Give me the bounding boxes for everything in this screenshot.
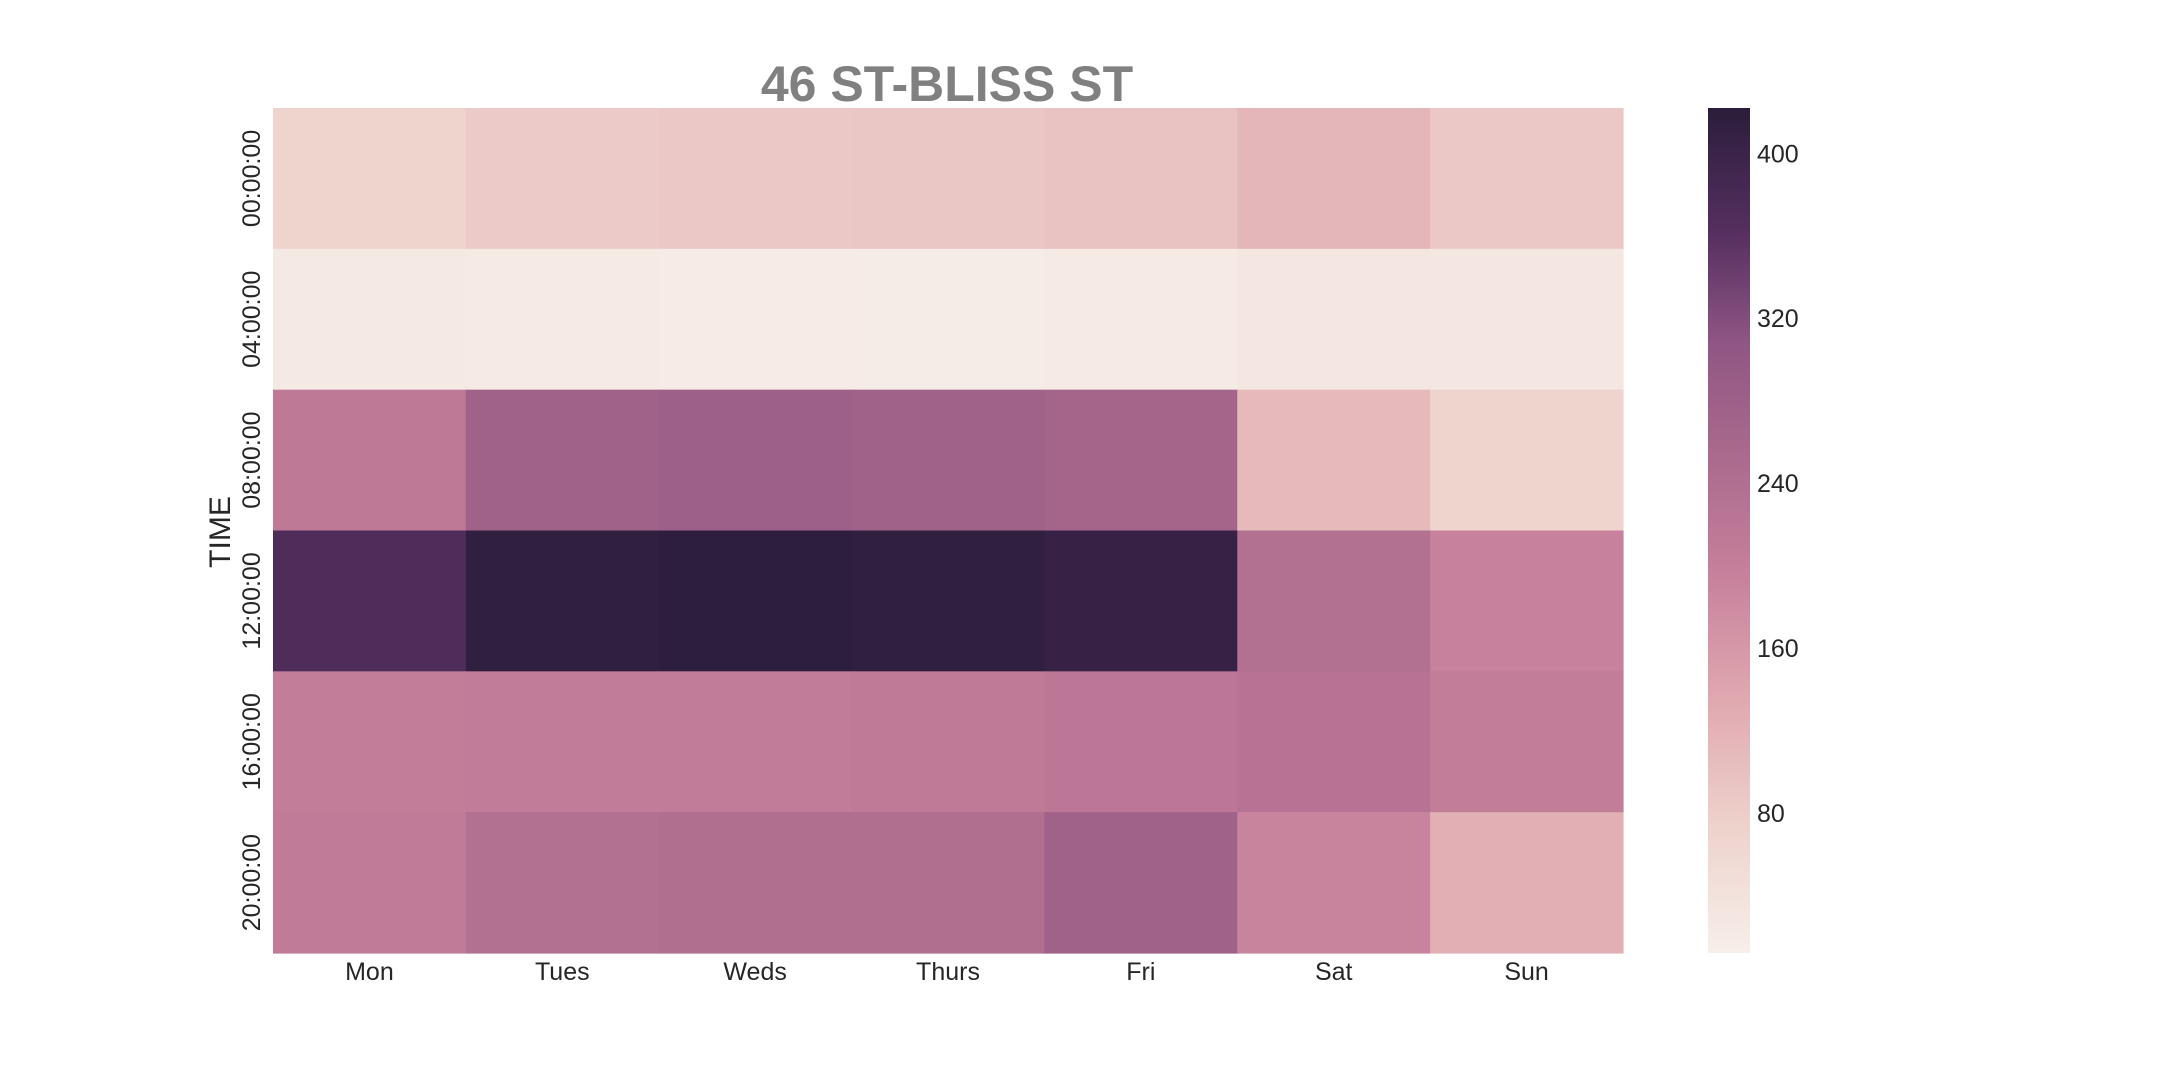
heatmap-cell-00:00:00-Thurs xyxy=(851,108,1046,250)
colorbar-tick-labels: 80 160 240 320 400 xyxy=(1757,140,1799,828)
heatmap-cell-20:00:00-Thurs xyxy=(851,812,1046,954)
colorbar-tick-label: 400 xyxy=(1757,140,1799,168)
heatmap-cell-12:00:00-Mon xyxy=(273,530,467,672)
heatmap-cell-04:00:00-Tues xyxy=(465,248,660,391)
y-tick-label: 04:00:00 xyxy=(238,271,266,368)
heatmap-cell-20:00:00-Sun xyxy=(1430,812,1624,954)
colorbar-tick-label: 240 xyxy=(1757,470,1799,498)
heatmap-cell-12:00:00-Weds xyxy=(658,530,853,672)
x-tick-label: Sat xyxy=(1315,958,1353,986)
heatmap-cell-16:00:00-Tues xyxy=(465,671,660,813)
heatmap-cell-00:00:00-Tues xyxy=(465,108,660,250)
heatmap-cell-08:00:00-Mon xyxy=(273,389,467,532)
heatmap-cell-00:00:00-Fri xyxy=(1044,108,1238,250)
heatmap-cell-08:00:00-Sun xyxy=(1430,389,1624,532)
heatmap-cell-20:00:00-Tues xyxy=(465,812,660,954)
x-tick-label: Fri xyxy=(1126,958,1155,986)
colorbar-tick-label: 160 xyxy=(1757,635,1799,663)
heatmap-cell-00:00:00-Sat xyxy=(1237,108,1431,250)
heatmap-cell-12:00:00-Sat xyxy=(1237,530,1431,672)
colorbar-tick-label: 80 xyxy=(1757,800,1785,828)
heatmap-cell-20:00:00-Mon xyxy=(273,812,467,954)
heatmap-cell-16:00:00-Thurs xyxy=(851,671,1046,813)
y-axis-label: TIME xyxy=(204,496,237,568)
heatmap-cell-00:00:00-Weds xyxy=(658,108,853,250)
heatmap-cell-00:00:00-Mon xyxy=(273,108,467,250)
heatmap-cell-08:00:00-Sat xyxy=(1237,389,1431,532)
heatmap-cell-00:00:00-Sun xyxy=(1430,108,1624,250)
x-tick-label: Mon xyxy=(345,958,394,986)
heatmap-cell-16:00:00-Fri xyxy=(1044,671,1238,813)
heatmap-cell-04:00:00-Fri xyxy=(1044,248,1238,391)
heatmap-cell-12:00:00-Tues xyxy=(465,530,660,672)
y-tick-label: 08:00:00 xyxy=(238,411,266,508)
x-tick-label: Sun xyxy=(1504,958,1548,986)
heatmap-cell-04:00:00-Sun xyxy=(1430,248,1624,391)
heatmap-cell-12:00:00-Sun xyxy=(1430,530,1624,672)
heatmap-cell-20:00:00-Sat xyxy=(1237,812,1431,954)
heatmap-cell-08:00:00-Fri xyxy=(1044,389,1238,532)
x-tick-label: Weds xyxy=(723,958,786,986)
colorbar-tick-label: 320 xyxy=(1757,305,1799,333)
y-tick-label: 16:00:00 xyxy=(238,693,266,790)
chart-title: 46 ST-BLISS ST xyxy=(761,56,1133,112)
y-tick-labels: 00:00:00 04:00:00 08:00:00 12:00:00 16:00:00… xyxy=(238,130,266,931)
y-tick-label: 20:00:00 xyxy=(238,834,266,931)
heatmap-cell-20:00:00-Weds xyxy=(658,812,853,954)
heatmap-cells xyxy=(273,108,1624,954)
heatmap-cell-12:00:00-Thurs xyxy=(851,530,1046,672)
x-tick-label: Tues xyxy=(535,958,590,986)
heatmap-cell-08:00:00-Thurs xyxy=(851,389,1046,532)
heatmap-cell-08:00:00-Weds xyxy=(658,389,853,532)
heatmap-cell-20:00:00-Fri xyxy=(1044,812,1238,954)
heatmap-cell-04:00:00-Thurs xyxy=(851,248,1046,391)
heatmap-cell-04:00:00-Sat xyxy=(1237,248,1431,391)
y-tick-label: 00:00:00 xyxy=(238,130,266,227)
x-tick-label: Thurs xyxy=(916,958,980,986)
heatmap-cell-16:00:00-Sat xyxy=(1237,671,1431,813)
heatmap-cell-12:00:00-Fri xyxy=(1044,530,1238,672)
heatmap-cell-16:00:00-Sun xyxy=(1430,671,1624,813)
heatmap-cell-08:00:00-Tues xyxy=(465,389,660,532)
heatmap-cell-04:00:00-Mon xyxy=(273,248,467,391)
y-tick-label: 12:00:00 xyxy=(238,552,266,649)
colorbar xyxy=(1708,108,1750,953)
x-tick-labels: Mon Tues Weds Thurs Fri Sat Sun xyxy=(345,958,1549,986)
heatmap-cell-04:00:00-Weds xyxy=(658,248,853,391)
heatmap-cell-16:00:00-Weds xyxy=(658,671,853,813)
heatmap-cell-16:00:00-Mon xyxy=(273,671,467,813)
